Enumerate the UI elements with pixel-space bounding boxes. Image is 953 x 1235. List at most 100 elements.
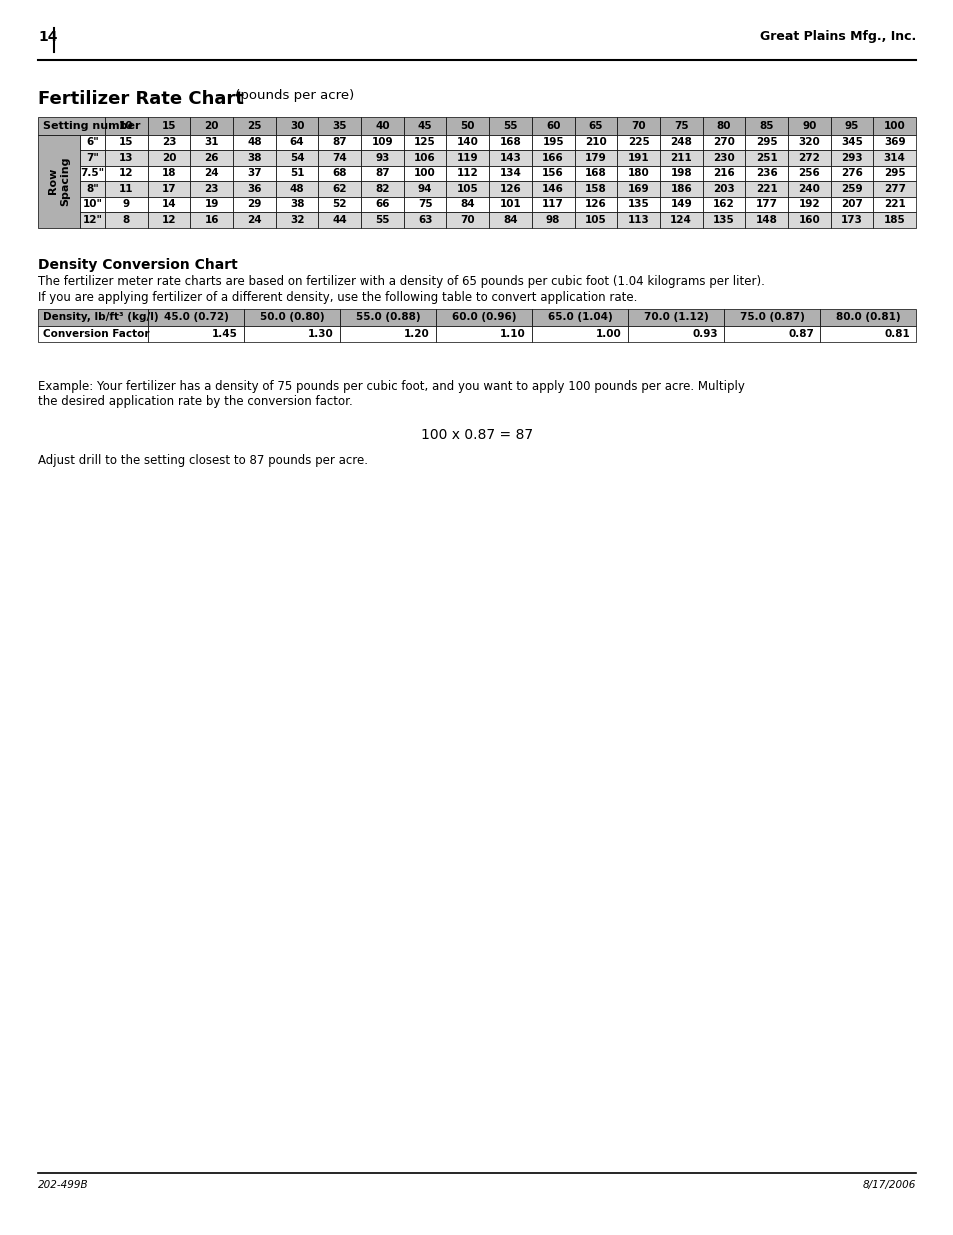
Text: 80: 80 [716,121,730,131]
Bar [830,149,872,165]
Text: 173: 173 [841,215,862,225]
Bar [233,135,275,149]
Bar [361,117,403,135]
Text: Density, lb/ft³ (kg/l): Density, lb/ft³ (kg/l) [43,312,158,322]
Bar [339,309,436,326]
Text: 185: 185 [882,215,904,225]
Bar [701,117,744,135]
Bar [531,117,574,135]
Text: 16: 16 [204,215,219,225]
Text: 295: 295 [755,137,777,147]
Text: 168: 168 [584,168,606,178]
Bar [403,182,446,196]
Bar [80,182,105,196]
Bar [148,326,244,342]
Bar [659,196,701,212]
Text: 158: 158 [584,184,606,194]
Bar [659,117,701,135]
Text: 55.0 (0.88): 55.0 (0.88) [355,312,420,322]
Text: 32: 32 [290,215,304,225]
Text: 295: 295 [882,168,904,178]
Bar [318,212,361,227]
Text: 109: 109 [372,137,393,147]
Text: Conversion Factor: Conversion Factor [43,329,150,338]
Text: 65.0 (1.04): 65.0 (1.04) [547,312,612,322]
Bar [446,182,489,196]
Bar [191,149,233,165]
Bar [105,182,148,196]
Bar [701,196,744,212]
Text: 24: 24 [204,168,219,178]
Bar [531,196,574,212]
Text: 23: 23 [162,137,176,147]
Bar [436,326,532,342]
Bar [627,326,723,342]
Text: 203: 203 [712,184,734,194]
Bar [148,309,244,326]
Text: 51: 51 [290,168,304,178]
Bar [233,117,275,135]
Text: 225: 225 [627,137,649,147]
Text: 94: 94 [417,184,432,194]
Bar [191,165,233,182]
Bar [701,135,744,149]
Text: 236: 236 [755,168,777,178]
Text: Adjust drill to the setting closest to 87 pounds per acre.: Adjust drill to the setting closest to 8… [38,454,368,467]
Text: 277: 277 [882,184,904,194]
Text: 1.10: 1.10 [499,329,525,338]
Text: 17: 17 [162,184,176,194]
Text: 314: 314 [882,153,904,163]
Text: 221: 221 [755,184,777,194]
Bar [233,165,275,182]
Text: 117: 117 [541,199,563,209]
Bar [617,149,659,165]
Bar [80,165,105,182]
Text: 248: 248 [670,137,692,147]
Bar [80,196,105,212]
Text: 60.0 (0.96): 60.0 (0.96) [452,312,516,322]
Bar [80,135,105,149]
Text: 143: 143 [499,153,521,163]
Bar [80,149,105,165]
Text: 82: 82 [375,184,389,194]
Bar [531,165,574,182]
Text: 15: 15 [162,121,176,131]
Text: 160: 160 [798,215,820,225]
Bar [744,117,787,135]
Bar [148,149,191,165]
Bar [275,135,318,149]
Text: 210: 210 [584,137,606,147]
Bar [872,149,915,165]
Text: 26: 26 [204,153,219,163]
Text: 36: 36 [247,184,261,194]
Text: 12: 12 [119,168,133,178]
Text: 38: 38 [247,153,261,163]
Text: 105: 105 [456,184,478,194]
Text: 65: 65 [588,121,602,131]
Text: 68: 68 [333,168,347,178]
Text: 85: 85 [759,121,773,131]
Bar [489,182,531,196]
Bar [744,196,787,212]
Text: 9: 9 [123,199,130,209]
Text: 230: 230 [712,153,734,163]
Text: 15: 15 [119,137,133,147]
Bar [361,212,403,227]
Bar [787,212,830,227]
Bar [574,117,617,135]
Bar [820,309,915,326]
Text: 186: 186 [670,184,691,194]
Text: 80.0 (0.81): 80.0 (0.81) [835,312,900,322]
Bar [787,182,830,196]
Text: 0.93: 0.93 [692,329,718,338]
Text: 62: 62 [333,184,347,194]
Text: 8": 8" [86,184,99,194]
Text: 216: 216 [712,168,734,178]
Text: 1.30: 1.30 [308,329,334,338]
Text: 37: 37 [247,168,261,178]
Text: 45: 45 [417,121,432,131]
Text: 105: 105 [584,215,606,225]
Bar [574,149,617,165]
Text: 195: 195 [542,137,563,147]
Text: 55: 55 [375,215,389,225]
